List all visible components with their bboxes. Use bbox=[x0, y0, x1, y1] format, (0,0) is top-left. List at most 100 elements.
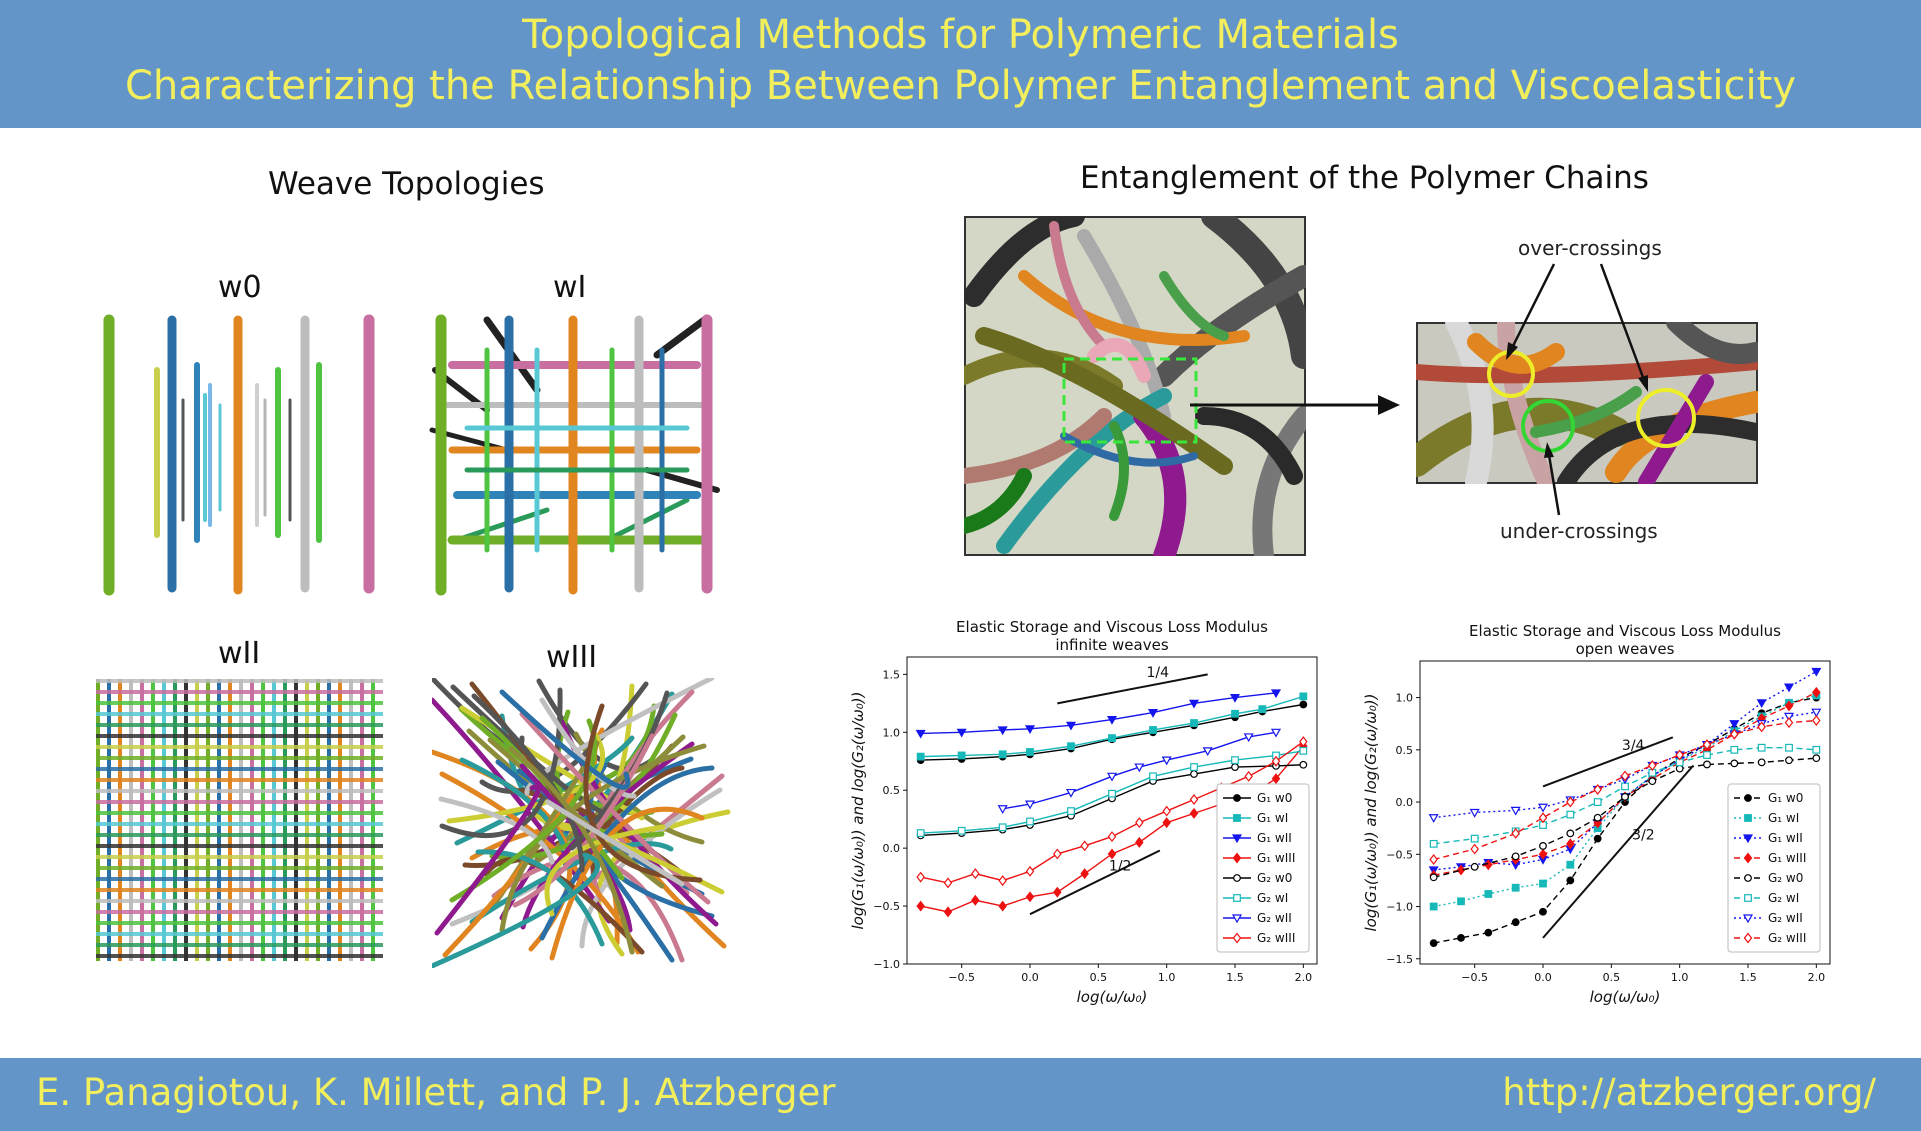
data-point bbox=[1729, 720, 1740, 729]
data-point bbox=[997, 726, 1008, 736]
data-point bbox=[1484, 890, 1493, 898]
data-point bbox=[1147, 709, 1159, 718]
data-point bbox=[1703, 760, 1711, 769]
data-point bbox=[1231, 709, 1239, 718]
data-point bbox=[1593, 813, 1602, 822]
data-point bbox=[1026, 817, 1034, 826]
data-point bbox=[1811, 708, 1822, 718]
data-point bbox=[1456, 864, 1466, 876]
data-point bbox=[1744, 874, 1752, 882]
data-point bbox=[1648, 777, 1657, 786]
weave-strand bbox=[442, 793, 575, 958]
data-point bbox=[1785, 743, 1793, 752]
data-point bbox=[1025, 865, 1035, 877]
data-point bbox=[1457, 933, 1465, 942]
website-link[interactable]: http://atzberger.org/ bbox=[1502, 1071, 1876, 1114]
data-point bbox=[1149, 772, 1157, 781]
slope-label: 3/4 bbox=[1622, 738, 1645, 754]
series-G₁ wII bbox=[915, 689, 1282, 739]
data-point bbox=[1784, 700, 1794, 712]
x-axis-label: log(ω/ω₀) bbox=[1077, 988, 1148, 1006]
data-point bbox=[916, 752, 925, 761]
data-point bbox=[916, 900, 925, 912]
data-point bbox=[1231, 914, 1243, 924]
data-point bbox=[1161, 756, 1172, 766]
data-point bbox=[1539, 907, 1547, 916]
chart-title: Elastic Storage and Viscous Loss Modulus bbox=[1469, 622, 1781, 640]
data-point bbox=[1812, 686, 1821, 698]
data-point bbox=[1271, 773, 1281, 785]
y-tick-label: 1.0 bbox=[1396, 692, 1414, 705]
weave-strand bbox=[432, 852, 600, 968]
weave-strand bbox=[549, 806, 705, 961]
weave-wII-render bbox=[96, 679, 383, 961]
data-point bbox=[1233, 794, 1241, 802]
data-point bbox=[1162, 805, 1171, 817]
data-point bbox=[1190, 719, 1198, 727]
data-point bbox=[1593, 784, 1602, 795]
data-point bbox=[1233, 874, 1241, 882]
data-point bbox=[1135, 817, 1144, 829]
series-G₁ wI bbox=[916, 692, 1308, 761]
x-tick-label: 1.0 bbox=[1671, 971, 1689, 984]
legend-entry: G₂ w0 bbox=[1257, 871, 1292, 885]
x-tick-label: 0.5 bbox=[1090, 971, 1108, 984]
data-point bbox=[1566, 838, 1575, 850]
weave-strand bbox=[459, 757, 567, 849]
slope-label: 1/2 bbox=[1109, 858, 1132, 874]
slope-label: 3/2 bbox=[1632, 828, 1655, 844]
data-point bbox=[1566, 796, 1575, 808]
slope-line bbox=[1029, 849, 1161, 916]
data-point bbox=[1593, 834, 1602, 843]
legend-entry: G₁ wIII bbox=[1768, 851, 1806, 865]
data-point bbox=[1812, 754, 1821, 763]
data-point bbox=[1190, 770, 1198, 778]
slope-line bbox=[1542, 736, 1674, 788]
data-point bbox=[1231, 834, 1243, 844]
data-point bbox=[1539, 879, 1547, 888]
data-point bbox=[1106, 772, 1118, 782]
data-point bbox=[1229, 693, 1241, 703]
y-tick-label: 0.0 bbox=[1396, 796, 1414, 809]
data-point bbox=[1538, 812, 1548, 824]
slope-label: 1/4 bbox=[1147, 665, 1170, 681]
data-point bbox=[1812, 715, 1821, 727]
weave-label-wIII: wIII bbox=[546, 640, 598, 675]
series-line bbox=[920, 695, 1304, 758]
weave-label-wII: wII bbox=[218, 636, 261, 671]
data-point bbox=[1702, 739, 1712, 751]
x-tick-label: 1.5 bbox=[1739, 971, 1757, 984]
series-G₂ wIII bbox=[1429, 715, 1821, 865]
data-point bbox=[1812, 745, 1821, 754]
legend-entry: G₁ wI bbox=[1768, 811, 1799, 825]
y-tick-label: −1.0 bbox=[1386, 901, 1413, 914]
data-point bbox=[1243, 733, 1254, 743]
weave-strand bbox=[439, 687, 563, 838]
weave-topologies-title: Weave Topologies bbox=[268, 166, 545, 202]
legend-entry: G₁ wIII bbox=[1257, 851, 1295, 865]
data-point bbox=[1457, 897, 1465, 906]
data-point bbox=[1675, 764, 1684, 773]
y-tick-label: 1.5 bbox=[883, 668, 901, 681]
data-point bbox=[998, 875, 1007, 887]
data-point bbox=[1566, 876, 1575, 885]
polymer-chain-render bbox=[964, 216, 1306, 556]
x-tick-label: −0.5 bbox=[948, 971, 975, 984]
series-line bbox=[1433, 711, 1817, 819]
data-point bbox=[1428, 814, 1439, 823]
data-point bbox=[1742, 914, 1754, 924]
data-point bbox=[1429, 902, 1438, 911]
data-point bbox=[1233, 814, 1241, 822]
data-point bbox=[1189, 794, 1199, 805]
weave-wI-render bbox=[429, 314, 720, 596]
data-point bbox=[1053, 886, 1062, 898]
data-point bbox=[1067, 807, 1075, 815]
zoomed-crossings-render bbox=[1416, 322, 1758, 484]
data-point bbox=[1511, 827, 1520, 839]
data-point bbox=[1757, 743, 1766, 752]
series-G₂ wIII bbox=[916, 736, 1308, 889]
data-point bbox=[1470, 834, 1479, 843]
data-point bbox=[1429, 873, 1438, 882]
data-point bbox=[1593, 798, 1602, 806]
data-point bbox=[1271, 755, 1281, 767]
